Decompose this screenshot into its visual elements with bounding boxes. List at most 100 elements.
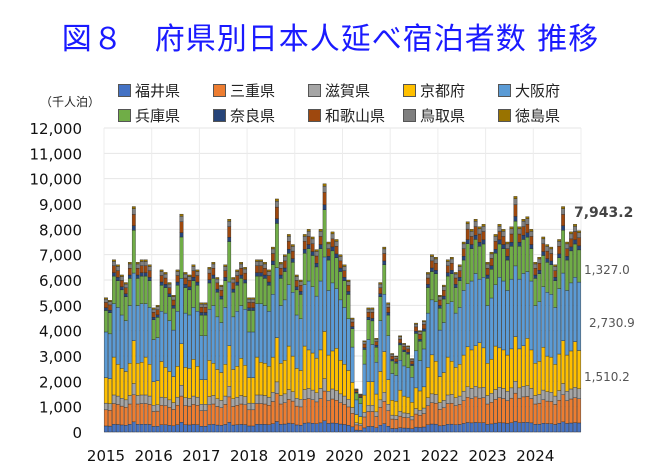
bar-segment-大阪府 bbox=[135, 305, 140, 364]
bar-segment-大阪府 bbox=[402, 365, 406, 397]
bar-segment-福井県 bbox=[131, 421, 136, 433]
bar-segment-奈良県 bbox=[155, 314, 160, 318]
bar-segment-大阪府 bbox=[151, 339, 156, 382]
bar-segment-和歌山県 bbox=[116, 270, 120, 278]
bar-segment-徳島県 bbox=[223, 264, 228, 267]
bar-segment-和歌山県 bbox=[501, 236, 506, 245]
bar-segment-京都府 bbox=[342, 364, 347, 397]
bar-segment-滋賀県 bbox=[310, 389, 315, 400]
bar-segment-鳥取県 bbox=[537, 258, 542, 264]
bar-segment-京都府 bbox=[267, 366, 271, 398]
bar-segment-滋賀県 bbox=[545, 391, 550, 402]
bar-segment-三重県 bbox=[481, 397, 486, 423]
bar-segment-徳島県 bbox=[509, 226, 514, 230]
bar-segment-鳥取県 bbox=[426, 273, 430, 279]
bar-segment-三重県 bbox=[231, 406, 236, 426]
bar-segment-鳥取県 bbox=[294, 276, 299, 281]
bar-segment-福井県 bbox=[505, 423, 510, 433]
bar-segment-鳥取県 bbox=[255, 261, 259, 266]
bar-segment-滋賀県 bbox=[465, 386, 470, 398]
legend-item: 京都府 bbox=[403, 80, 465, 101]
bar-segment-三重県 bbox=[521, 396, 526, 423]
bar-segment-和歌山県 bbox=[441, 290, 446, 297]
bar-segment-大阪府 bbox=[406, 367, 410, 398]
bar-segment-大阪府 bbox=[430, 299, 434, 356]
bar-segment-奈良県 bbox=[513, 216, 518, 222]
bar-segment-福井県 bbox=[557, 423, 562, 433]
bar-segment-兵庫県 bbox=[108, 312, 112, 335]
bar-segment-京都府 bbox=[112, 356, 116, 396]
bar-segment-京都府 bbox=[282, 360, 287, 395]
bar-segment-滋賀県 bbox=[263, 395, 267, 405]
bar-segment-三重県 bbox=[330, 398, 335, 424]
bar-segment-鳥取県 bbox=[259, 261, 263, 266]
bar-segment-鳥取県 bbox=[147, 266, 152, 271]
bar-segment-奈良県 bbox=[195, 281, 200, 286]
bar-segment-滋賀県 bbox=[549, 392, 554, 402]
bar-segment-福井県 bbox=[227, 422, 232, 433]
bar-segment-三重県 bbox=[279, 403, 283, 425]
bar-segment-和歌山県 bbox=[434, 263, 438, 271]
bar-segment-兵庫県 bbox=[227, 241, 232, 283]
bar-segment-和歌山県 bbox=[354, 390, 359, 393]
bar-segment-徳島県 bbox=[255, 259, 259, 262]
bar-segment-滋賀県 bbox=[151, 405, 156, 412]
bar-segment-滋賀県 bbox=[346, 399, 351, 408]
bar-segment-大阪府 bbox=[171, 329, 176, 377]
bar-segment-大阪府 bbox=[282, 299, 287, 361]
bar-segment-奈良県 bbox=[271, 260, 275, 265]
bar-segment-和歌山県 bbox=[207, 272, 212, 280]
bar-segment-徳島県 bbox=[298, 279, 303, 282]
bar-segment-和歌山県 bbox=[517, 233, 522, 243]
bar-segment-滋賀県 bbox=[434, 394, 438, 404]
bar-segment-奈良県 bbox=[549, 260, 554, 265]
bar-segment-奈良県 bbox=[167, 293, 172, 297]
bar-segment-滋賀県 bbox=[525, 385, 530, 397]
bar-segment-滋賀県 bbox=[338, 393, 343, 403]
bar-segment-兵庫県 bbox=[362, 349, 367, 365]
bar-segment-滋賀県 bbox=[175, 396, 180, 406]
bar-segment-徳島県 bbox=[179, 213, 184, 217]
bar-segment-鳥取県 bbox=[434, 258, 438, 264]
bar-segment-滋賀県 bbox=[108, 403, 112, 411]
bar-segment-兵庫県 bbox=[334, 257, 339, 289]
bar-segment-京都府 bbox=[183, 367, 188, 398]
bar-segment-徳島県 bbox=[120, 274, 124, 277]
legend-item: 徳島県 bbox=[498, 105, 560, 126]
bar-segment-和歌山県 bbox=[143, 265, 148, 273]
bar-segment-福井県 bbox=[350, 426, 355, 433]
bar-segment-大阪府 bbox=[513, 265, 518, 337]
bar-segment-徳島県 bbox=[477, 226, 482, 230]
bar-segment-大阪府 bbox=[438, 329, 442, 377]
bar-segment-兵庫県 bbox=[489, 269, 494, 299]
bar-segment-兵庫県 bbox=[167, 296, 172, 321]
bar-segment-奈良県 bbox=[227, 237, 232, 242]
bar-segment-兵庫県 bbox=[406, 353, 410, 369]
bar-segment-徳島県 bbox=[481, 224, 486, 227]
bar-segment-三重県 bbox=[529, 398, 534, 424]
bar-segment-和歌山県 bbox=[191, 270, 196, 278]
bar-segment-鳥取県 bbox=[573, 226, 577, 232]
bar-segment-三重県 bbox=[553, 404, 558, 425]
bar-segment-奈良県 bbox=[124, 293, 128, 297]
bar-segment-和歌山県 bbox=[422, 324, 426, 330]
bar-segment-滋賀県 bbox=[267, 396, 271, 406]
bar-segment-三重県 bbox=[271, 401, 275, 424]
bar-segment-福井県 bbox=[370, 426, 375, 433]
bar-segment-和歌山県 bbox=[318, 236, 323, 245]
bar-segment-和歌山県 bbox=[410, 360, 414, 365]
bar-segment-福井県 bbox=[255, 424, 259, 433]
bar-segment-福井県 bbox=[302, 422, 307, 433]
bar-segment-滋賀県 bbox=[481, 387, 486, 398]
bar-segment-兵庫県 bbox=[151, 319, 156, 340]
bar-segment-和歌山県 bbox=[557, 246, 562, 255]
bar-segment-滋賀県 bbox=[561, 383, 565, 395]
bar-segment-滋賀県 bbox=[342, 395, 347, 405]
bar-segment-兵庫県 bbox=[195, 285, 200, 312]
bar-segment-三重県 bbox=[445, 403, 450, 425]
bar-segment-大阪府 bbox=[294, 314, 299, 369]
bar-segment-三重県 bbox=[243, 404, 247, 425]
bar-segment-三重県 bbox=[104, 409, 108, 427]
bar-segment-三重県 bbox=[545, 400, 550, 424]
bar-segment-徳島県 bbox=[346, 279, 351, 282]
